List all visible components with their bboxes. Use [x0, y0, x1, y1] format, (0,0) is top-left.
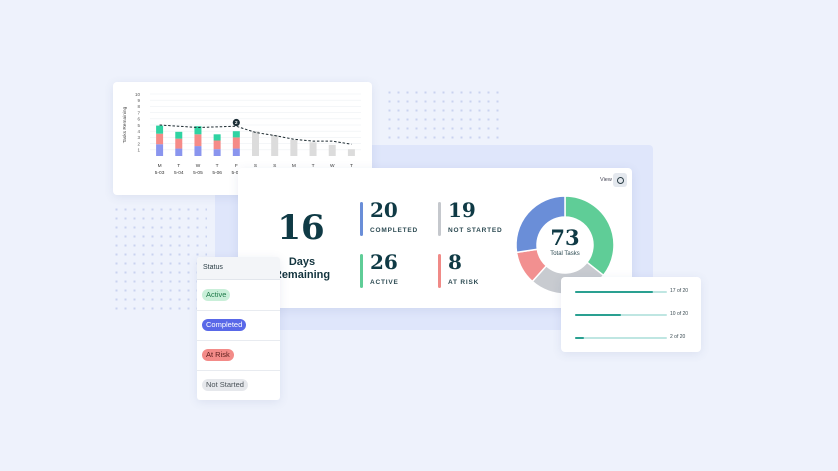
total-tasks-label: Total Tasks	[550, 251, 580, 257]
x-tick-date: 5-05	[193, 170, 203, 176]
today-marker-label: 2	[235, 120, 238, 125]
bar-segment	[156, 133, 164, 145]
y-tick-label: 8	[137, 104, 140, 109]
stat-color-bar	[360, 202, 363, 236]
view-label: View	[600, 177, 612, 183]
view-toggle-button[interactable]	[613, 173, 627, 187]
stat-number: 8	[448, 250, 462, 274]
progress-fill	[575, 337, 585, 339]
stat-label: AT RISK	[448, 279, 480, 286]
progress-card: 17 of 20 10 of 20 2 of 20	[561, 277, 701, 352]
bar-segment	[232, 148, 240, 156]
forecast-bar	[347, 149, 355, 156]
x-tick-day: S	[273, 163, 276, 169]
status-badge-at-risk[interactable]: At Risk	[202, 349, 234, 361]
x-tick-date: 5-07	[232, 170, 242, 176]
progress-label: 17 of 20	[670, 288, 689, 294]
forecast-bar	[252, 131, 259, 156]
status-badge-completed[interactable]: Completed	[202, 319, 247, 331]
x-tick-date: 5-06	[212, 170, 222, 176]
days-remaining-label: Days Remaining	[262, 256, 342, 282]
progress-bar	[575, 337, 667, 339]
status-row[interactable]: Completed	[197, 310, 280, 341]
progress-bar	[575, 314, 667, 316]
progress-bar	[575, 291, 667, 293]
stat-label: COMPLETED	[370, 227, 419, 234]
x-tick-day: W	[330, 163, 335, 169]
bar-segment	[194, 146, 202, 156]
x-tick-day: T	[216, 163, 219, 169]
y-tick-label: 4	[137, 129, 140, 134]
stat-color-bar	[438, 202, 441, 236]
progress-fill	[575, 291, 654, 293]
x-tick-day: W	[196, 163, 201, 169]
bar-segment	[213, 140, 221, 150]
bar-segment	[232, 131, 240, 138]
y-tick-label: 10	[135, 92, 141, 97]
bar-segment	[175, 138, 183, 149]
bar-segment	[156, 125, 164, 134]
y-tick-label: 9	[137, 98, 140, 103]
y-tick-label: 5	[137, 123, 140, 128]
stat-label: NOT STARTED	[448, 227, 503, 234]
status-row[interactable]: Not Started	[197, 370, 280, 400]
total-tasks-number: 73	[550, 225, 580, 250]
x-tick-date: 5-03	[155, 170, 165, 176]
bar-segment	[194, 134, 202, 147]
days-remaining-number: 16	[277, 208, 325, 248]
forecast-bar	[290, 139, 298, 156]
bar-segment	[194, 126, 202, 135]
progress-label: 2 of 20	[670, 334, 686, 340]
stat-color-bar	[360, 254, 363, 288]
bar-segment	[213, 134, 221, 141]
status-badge-not-started[interactable]: Not Started	[202, 379, 248, 391]
x-tick-day: S	[254, 163, 257, 169]
x-tick-day: M	[292, 163, 296, 169]
x-tick-day: M	[158, 163, 162, 169]
stat-label: ACTIVE	[370, 279, 399, 286]
status-list-card: Status Active Completed At Risk Not Star…	[197, 257, 280, 400]
y-tick-label: 6	[137, 117, 140, 122]
stat-color-bar	[438, 254, 441, 288]
y-tick-label: 2	[137, 141, 140, 146]
y-tick-label: 3	[137, 135, 140, 140]
today-marker	[232, 118, 240, 127]
x-tick-day: T	[312, 163, 315, 169]
status-row[interactable]: Active	[197, 280, 280, 311]
forecast-bar	[271, 134, 279, 156]
stat-number: 26	[370, 250, 398, 274]
x-tick-date: 5-04	[174, 170, 184, 176]
days-label-line2: Remaining	[273, 269, 331, 281]
bar-segment	[175, 148, 183, 156]
forecast-bar	[309, 142, 317, 156]
dot-pattern	[112, 205, 207, 315]
progress-fill	[575, 314, 621, 316]
progress-label: 10 of 20	[670, 311, 689, 317]
x-tick-day: T	[177, 163, 180, 169]
bar-segment	[213, 149, 221, 156]
status-row[interactable]: At Risk	[197, 340, 280, 371]
stat-number: 20	[370, 198, 398, 222]
trend-line	[159, 124, 352, 145]
bar-segment	[156, 144, 164, 156]
forecast-bar	[328, 144, 336, 156]
stat-number: 19	[448, 198, 476, 222]
days-label-line1: Days	[288, 256, 316, 268]
status-column-header: Status	[197, 257, 280, 280]
y-tick-label: 1	[137, 148, 140, 153]
status-header-label: Status	[203, 264, 223, 271]
y-tick-label: 7	[137, 110, 140, 115]
y-axis-label: Tasks Remaining	[122, 106, 128, 143]
x-tick-day: T	[350, 163, 353, 169]
bar-segment	[175, 131, 183, 139]
bar-segment	[232, 137, 240, 149]
x-tick-day: F	[235, 163, 238, 169]
donut-slice-completed	[515, 195, 566, 254]
status-badge-active[interactable]: Active	[202, 289, 231, 301]
